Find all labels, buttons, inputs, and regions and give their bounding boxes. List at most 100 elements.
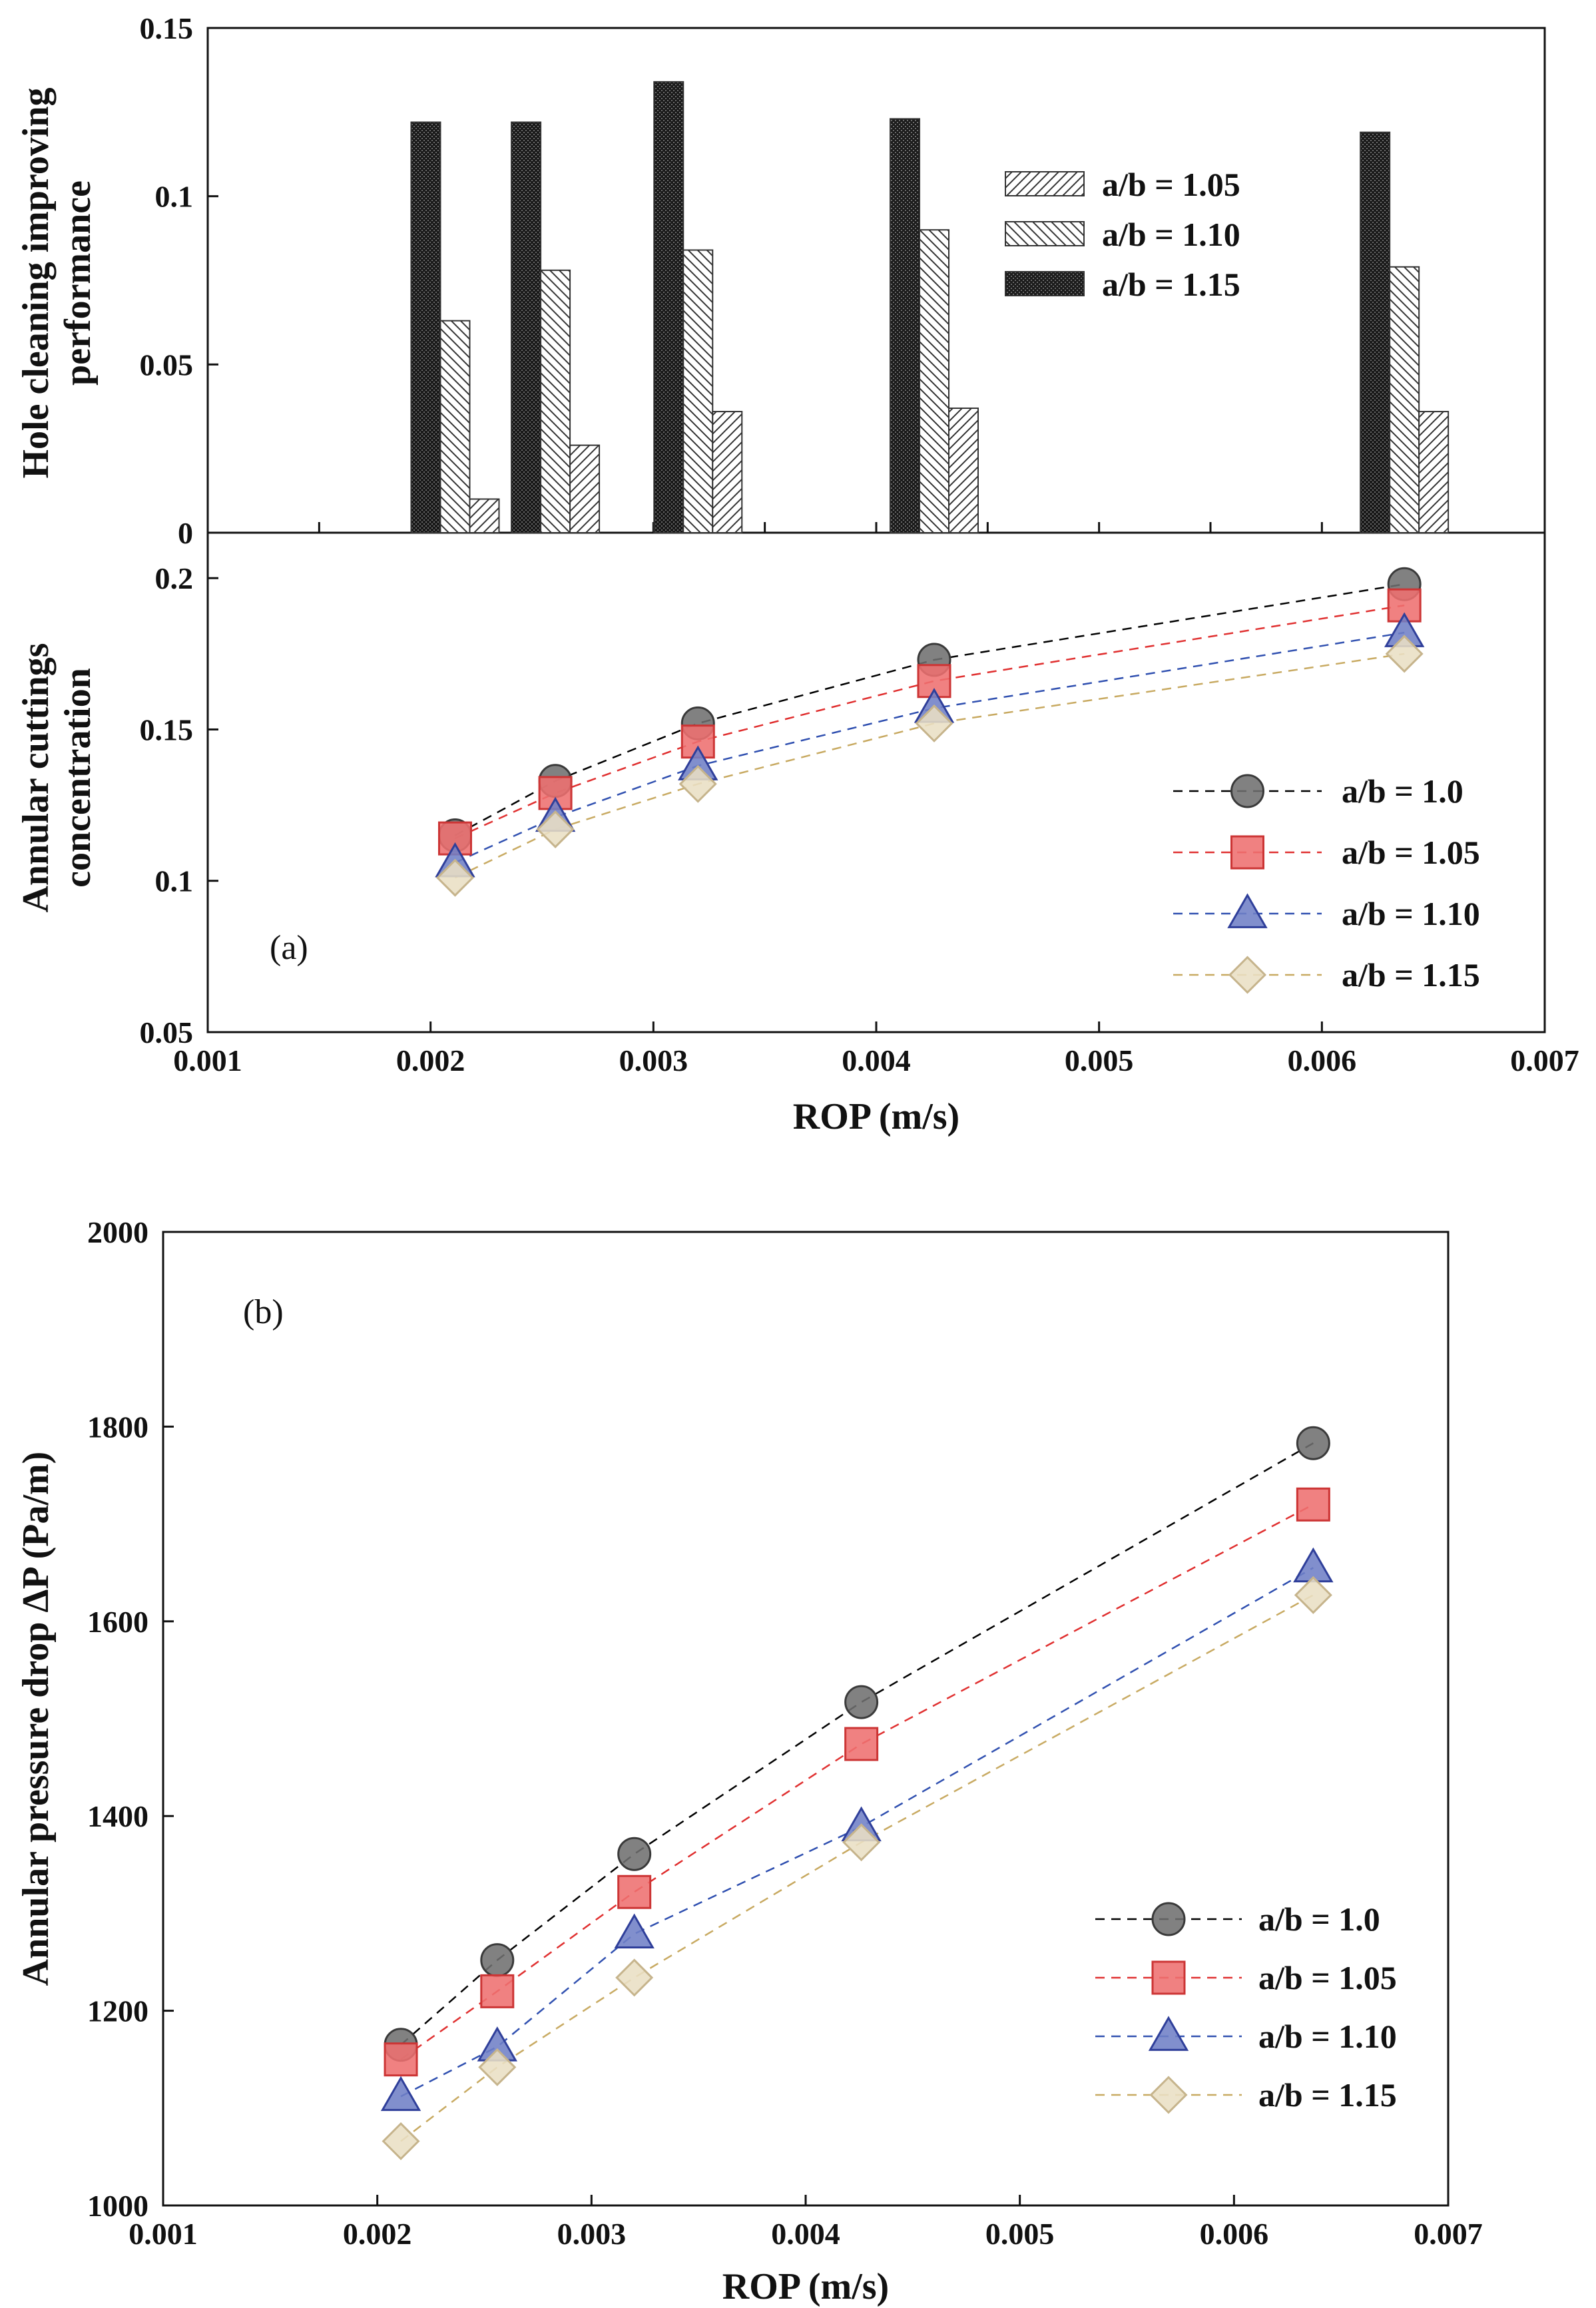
dp-y-tick-label: 1800 [87, 1410, 148, 1444]
pressure-ticks: 0.001 0.002 0.003 0.004 0.005 0.006 0.007 1000 1… [87, 1215, 1483, 2251]
dp-point-a-b-1-15 [478, 2048, 517, 2086]
bar-a-b-1-05-1 [569, 444, 601, 534]
dp-legend-marker-a-b-1-10 [1148, 2016, 1189, 2051]
bar-a-b-1-05-0 [469, 498, 500, 534]
dp-point-a-b-1-15 [1294, 1576, 1332, 1614]
dp-y-tick-label: 2000 [87, 1215, 148, 1249]
conc-point-a-b-1-15 [678, 764, 717, 803]
conc-line-a-b-1-0 [454, 583, 1405, 836]
bar-legend-label-1-05: a/b = 1.05 [1102, 166, 1240, 203]
concentration-y-label-line1: Annular cuttings [15, 643, 57, 912]
dp-legend-marker-a-b-1-0 [1151, 1902, 1186, 1936]
conc-x-tick-label: 0.007 [1510, 1043, 1579, 1077]
conc-point-a-b-1-15 [915, 704, 953, 742]
bar-legend-label-1-10: a/b = 1.10 [1102, 216, 1240, 253]
dp-point-a-b-1-0 [1296, 1426, 1330, 1460]
bar-y-tick-label: 0.1 [155, 180, 194, 214]
bar-y-label-line1: Hole cleaning improving [15, 88, 57, 479]
bar-y-tick-label: 0.05 [140, 348, 194, 382]
dp-point-a-b-1-05 [617, 1875, 652, 1909]
dp-legend-label-1-10: a/b = 1.10 [1258, 2018, 1397, 2055]
dp-point-a-b-1-05 [384, 2042, 418, 2077]
bar-a-b-1-15-1 [511, 121, 542, 533]
dp-point-a-b-1-0 [844, 1685, 879, 1719]
pressure-y-label: Annular pressure drop ΔP (Pa/m) [15, 1452, 57, 1986]
dp-x-tick-label: 0.007 [1414, 2217, 1483, 2251]
pressure-x-label: ROP (m/s) [722, 2266, 889, 2307]
conc-legend-label-1-10: a/b = 1.10 [1342, 895, 1480, 932]
pressure-lines [400, 1442, 1314, 2142]
pressure-legend: a/b = 1.0 a/b = 1.05 a/b = 1.10 a/b = 1.… [1095, 1900, 1397, 2114]
dp-y-tick-label: 1200 [87, 1994, 148, 2028]
pressure-markers [380, 1426, 1334, 2161]
conc-x-tick-label: 0.003 [619, 1043, 688, 1077]
conc-point-a-b-1-15 [435, 858, 475, 897]
dp-x-tick-label: 0.005 [985, 2217, 1055, 2251]
concentration-ticks: 0.001 0.002 0.003 0.004 0.005 0.006 0.007 0.05 0… [140, 561, 1579, 1077]
dp-point-a-b-1-0 [617, 1837, 652, 1871]
conc-legend-marker-a-b-1-10 [1227, 893, 1268, 928]
dp-legend-label-1-05: a/b = 1.05 [1258, 1959, 1397, 1996]
bar-legend: a/b = 1.05 a/b = 1.10 a/b = 1.15 [1005, 166, 1240, 303]
conc-x-tick-label: 0.006 [1288, 1043, 1357, 1077]
panel-b-frame [162, 1231, 1450, 2207]
bar-y-ticks: 0 0.05 0.1 0.15 [140, 11, 218, 550]
conc-x-tick-label: 0.002 [396, 1043, 465, 1077]
conc-x-tick-label: 0.004 [842, 1043, 911, 1077]
dp-point-a-b-1-15 [842, 1823, 881, 1862]
bar-y-tick-label: 0 [178, 516, 193, 550]
panel-a: 0 0.05 0.1 0.15 Hole cleaning improving per… [15, 11, 1579, 1137]
dp-y-tick-label: 1000 [87, 2189, 148, 2223]
dp-point-a-b-1-10 [614, 1913, 655, 1949]
bar-a-b-1-10-1 [540, 269, 571, 533]
dp-point-a-b-1-15 [615, 1958, 654, 1997]
conc-x-tick-label: 0.005 [1065, 1043, 1134, 1077]
conc-y-tick-label: 0.2 [155, 561, 194, 595]
bar-a-b-1-10-0 [439, 320, 471, 533]
concentration-panel-label: (a) [270, 929, 308, 967]
bar-a-b-1-10-3 [919, 229, 950, 533]
bar-a-b-1-10-2 [682, 249, 714, 533]
conc-x-tick-label: 0.001 [173, 1043, 242, 1077]
conc-point-a-b-1-15 [536, 810, 575, 848]
concentration-chart: 0.001 0.002 0.003 0.004 0.005 0.006 0.007 0.05 0… [15, 561, 1579, 1137]
dp-x-tick-label: 0.003 [557, 2217, 627, 2251]
conc-legend-marker-a-b-1-0 [1230, 774, 1264, 808]
conc-legend-label-1-05: a/b = 1.05 [1342, 834, 1480, 871]
conc-legend-marker-a-b-1-05 [1230, 835, 1264, 870]
bar-a-b-1-15-3 [890, 118, 921, 533]
bar-a-b-1-05-4 [1418, 411, 1450, 534]
bar-x-ticks [206, 522, 1546, 533]
concentration-x-label: ROP (m/s) [793, 1096, 959, 1137]
conc-point-a-b-1-15 [1385, 635, 1424, 673]
bar-y-label-line2: performance [57, 180, 99, 386]
dp-x-tick-label: 0.001 [129, 2217, 198, 2251]
panel-b: 0.001 0.002 0.003 0.004 0.005 0.006 0.007 1000 1… [15, 1215, 1483, 2307]
bar-y-tick-label: 0.15 [140, 11, 194, 45]
bar-a-b-1-15-4 [1360, 131, 1391, 534]
dp-y-tick-label: 1600 [87, 1605, 148, 1639]
dp-x-tick-label: 0.004 [771, 2217, 840, 2251]
bar-legend-swatch-1-10 [1005, 221, 1085, 246]
conc-y-tick-label: 0.05 [140, 1015, 194, 1049]
dp-point-a-b-1-05 [844, 1727, 879, 1761]
dp-x-tick-label: 0.006 [1200, 2217, 1269, 2251]
dp-point-a-b-1-10 [380, 2076, 421, 2112]
dp-line-a-b-1-0 [400, 1442, 1314, 2046]
dp-line-a-b-1-15 [400, 1594, 1314, 2142]
dp-legend-label-1-15: a/b = 1.15 [1258, 2076, 1397, 2114]
dp-legend-marker-a-b-1-15 [1149, 2076, 1188, 2114]
bar-legend-swatch-1-15 [1005, 271, 1085, 296]
bar-a-b-1-05-2 [712, 411, 743, 534]
concentration-legend: a/b = 1.0 a/b = 1.05 a/b = 1.10 a/b = 1.… [1173, 772, 1480, 994]
bar-a-b-1-15-2 [653, 81, 684, 533]
pressure-panel-label: (b) [243, 1293, 284, 1331]
dp-legend-marker-a-b-1-05 [1151, 1960, 1186, 1995]
dp-point-a-b-1-0 [480, 1943, 515, 1978]
conc-y-tick-label: 0.1 [155, 864, 194, 898]
bar-chart: 0 0.05 0.1 0.15 Hole cleaning improving per… [15, 11, 1546, 550]
dp-legend-label-1-0: a/b = 1.0 [1258, 1900, 1380, 1938]
conc-legend-label-1-0: a/b = 1.0 [1342, 772, 1463, 810]
bar-a-b-1-10-4 [1389, 266, 1420, 533]
